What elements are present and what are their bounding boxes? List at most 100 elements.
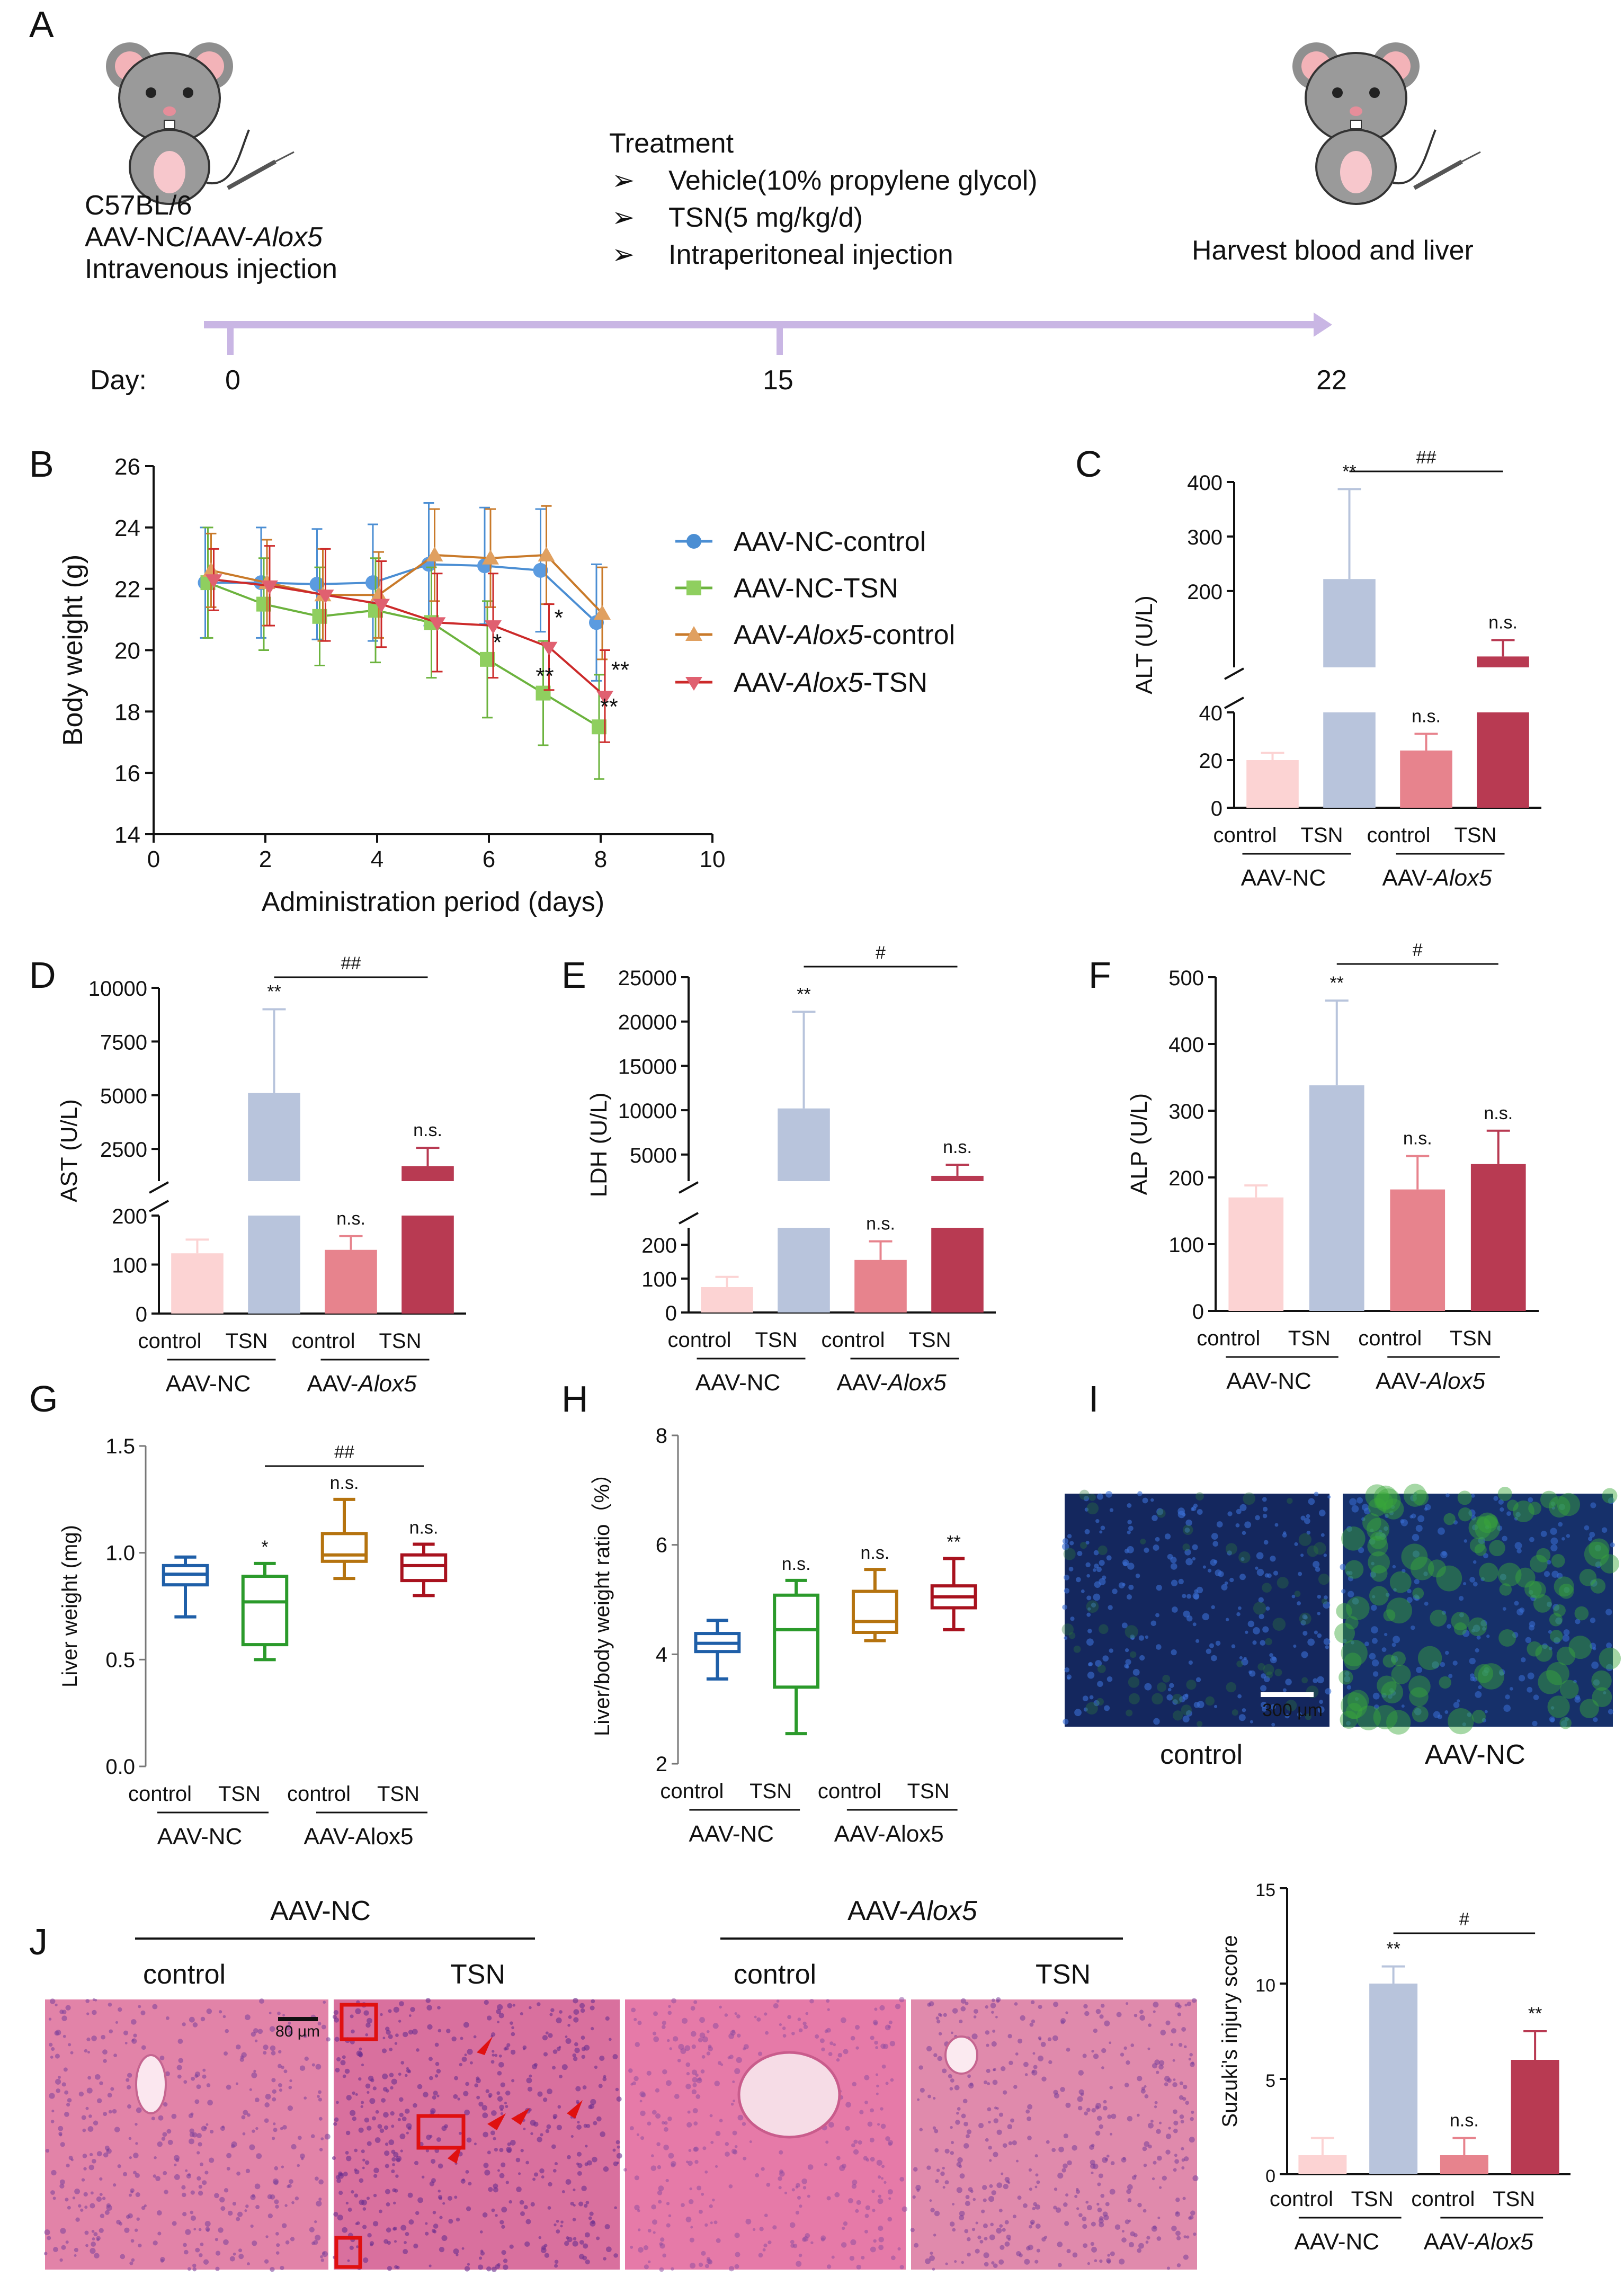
texture-dot bbox=[1317, 1612, 1320, 1615]
texture-dot bbox=[1063, 2133, 1068, 2139]
texture-dot bbox=[468, 2182, 472, 2186]
texture-dot bbox=[919, 2128, 923, 2131]
axis-break bbox=[1224, 697, 1244, 709]
texture-dot bbox=[556, 2229, 560, 2234]
texture-dot bbox=[1606, 1642, 1612, 1649]
texture-dot bbox=[940, 2171, 945, 2176]
texture-dot bbox=[1006, 2180, 1010, 2184]
texture-dot bbox=[59, 2183, 65, 2189]
texture-dot bbox=[1024, 2073, 1028, 2076]
texture-dot bbox=[198, 2228, 202, 2231]
texture-dot bbox=[300, 2153, 305, 2159]
legend-marker-triangle bbox=[685, 626, 702, 641]
texture-dot bbox=[1548, 1630, 1552, 1634]
group-label-tsn: TSN bbox=[218, 1782, 261, 1806]
texture-dot bbox=[1514, 1601, 1519, 1606]
texture-dot bbox=[966, 2134, 970, 2139]
axis-break bbox=[679, 1212, 699, 1225]
texture-dot bbox=[192, 2022, 198, 2028]
texture-dot bbox=[274, 2166, 279, 2171]
texture-dot bbox=[1032, 2207, 1036, 2210]
texture-dot bbox=[517, 2172, 521, 2175]
box bbox=[851, 1590, 898, 1634]
texture-dot bbox=[126, 2078, 130, 2082]
texture-dot bbox=[429, 2135, 433, 2138]
texture-dot bbox=[829, 2041, 834, 2046]
texture-dot bbox=[247, 2113, 251, 2117]
texture-dot bbox=[1369, 1586, 1389, 1606]
texture-dot bbox=[1099, 2259, 1103, 2263]
texture-dot bbox=[109, 2029, 113, 2034]
texture-dot bbox=[315, 2064, 322, 2070]
texture-dot bbox=[381, 2048, 387, 2053]
texture-dot bbox=[1242, 1708, 1246, 1712]
series-line bbox=[207, 582, 600, 728]
texture-dot bbox=[1413, 1492, 1417, 1496]
x-axis-title: Administration period (days) bbox=[262, 887, 604, 917]
texture-dot bbox=[195, 2247, 200, 2253]
texture-dot bbox=[464, 2109, 470, 2115]
texture-dot bbox=[1549, 1613, 1563, 1627]
texture-dot bbox=[1322, 1598, 1328, 1604]
texture-dot bbox=[1497, 1487, 1512, 1501]
texture-dot bbox=[1440, 1551, 1448, 1559]
texture-dot bbox=[94, 2253, 100, 2259]
texture-dot bbox=[1447, 1624, 1451, 1629]
texture-dot bbox=[265, 2235, 269, 2238]
texture-dot bbox=[1232, 1709, 1238, 1716]
texture-dot bbox=[358, 2127, 364, 2133]
texture-dot bbox=[494, 2053, 498, 2057]
bar-lower bbox=[1477, 712, 1529, 808]
texture-dot bbox=[399, 2097, 404, 2102]
group-label-control: control bbox=[291, 1329, 355, 1353]
texture-dot bbox=[1503, 1704, 1511, 1712]
texture-dot bbox=[992, 2079, 998, 2085]
texture-dot bbox=[659, 2242, 663, 2246]
texture-dot bbox=[67, 2205, 71, 2210]
texture-dot bbox=[1039, 2038, 1042, 2041]
texture-dot bbox=[1211, 1605, 1215, 1610]
texture-dot bbox=[88, 2164, 94, 2171]
texture-dot bbox=[1095, 1519, 1100, 1523]
texture-dot bbox=[1408, 1675, 1431, 1698]
harvest-label: Harvest blood and liver bbox=[1192, 235, 1474, 266]
texture-dot bbox=[404, 2241, 407, 2244]
texture-dot bbox=[544, 2253, 550, 2258]
texture-dot bbox=[1002, 2143, 1007, 2148]
day-tick: 22 bbox=[1316, 365, 1347, 396]
texture-dot bbox=[100, 2213, 105, 2218]
texture-dot bbox=[1271, 1722, 1275, 1727]
texture-dot bbox=[646, 2070, 652, 2076]
texture-dot bbox=[438, 2029, 442, 2033]
texture-dot bbox=[845, 2126, 850, 2131]
texture-dot bbox=[944, 2180, 949, 2185]
y-tick-label: 300 bbox=[1187, 526, 1223, 549]
texture-dot bbox=[1125, 1648, 1129, 1653]
texture-dot bbox=[876, 2159, 882, 2166]
texture-dot bbox=[172, 2221, 177, 2226]
texture-dot bbox=[657, 2190, 663, 2195]
texture-dot bbox=[119, 2222, 123, 2226]
texture-dot bbox=[1323, 1601, 1331, 1609]
texture-dot bbox=[191, 2076, 195, 2081]
bar bbox=[1390, 1189, 1445, 1311]
texture-dot bbox=[888, 2197, 891, 2200]
texture-dot bbox=[734, 2012, 737, 2015]
texture-dot bbox=[1075, 2189, 1081, 2194]
texture-dot bbox=[1306, 1514, 1310, 1519]
texture-dot bbox=[1453, 1520, 1458, 1525]
texture-dot bbox=[1190, 2062, 1195, 2067]
texture-dot bbox=[429, 2076, 433, 2080]
texture-dot bbox=[1169, 1683, 1174, 1689]
texture-dot bbox=[827, 2008, 830, 2011]
texture-dot bbox=[501, 2225, 505, 2229]
group-label-tsn: TSN bbox=[1455, 824, 1497, 847]
texture-dot bbox=[318, 2090, 322, 2094]
texture-dot bbox=[467, 2049, 473, 2055]
group-label-control: control bbox=[660, 1780, 724, 1803]
texture-dot bbox=[733, 2100, 736, 2103]
texture-dot bbox=[499, 2173, 505, 2178]
texture-dot bbox=[50, 2056, 53, 2059]
texture-dot bbox=[897, 2247, 901, 2251]
bar-upper bbox=[778, 1108, 830, 1181]
